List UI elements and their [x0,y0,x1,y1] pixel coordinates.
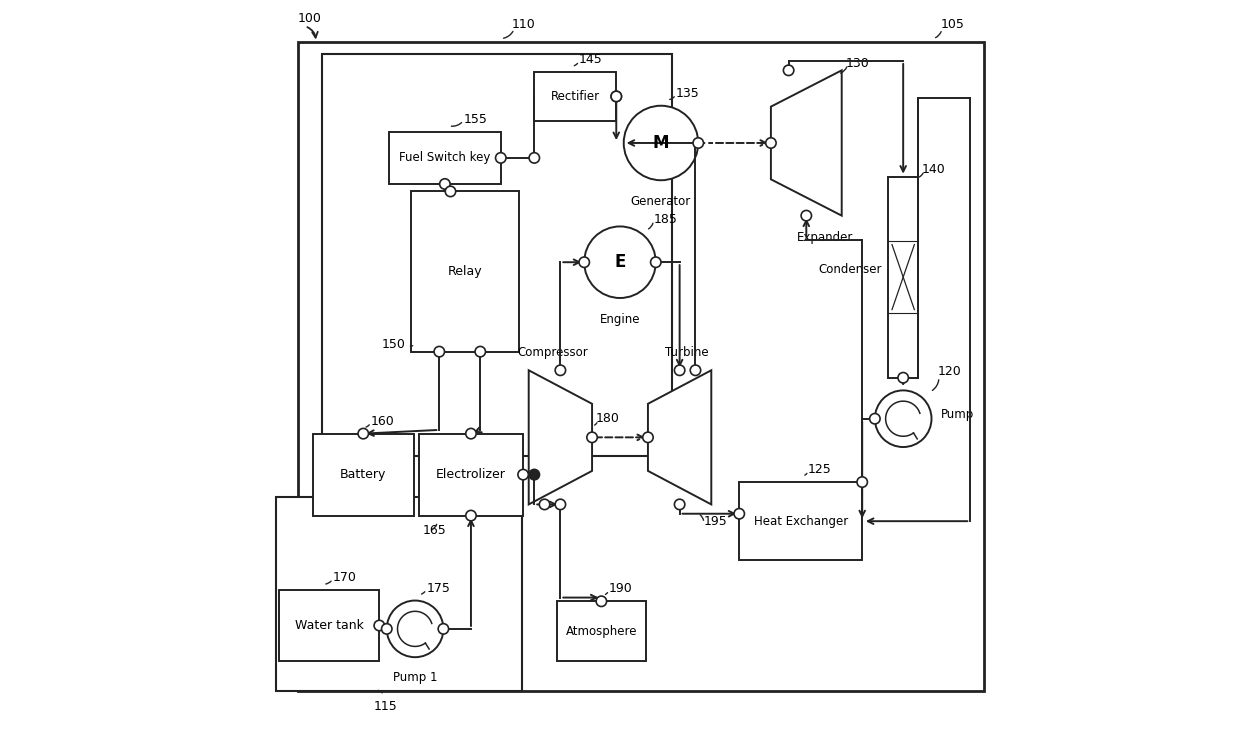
Circle shape [801,210,811,221]
Circle shape [611,91,621,102]
Bar [312,434,414,515]
Circle shape [611,91,621,102]
Polygon shape [771,70,842,215]
Text: 170: 170 [332,571,357,584]
Text: Relay: Relay [448,265,482,278]
Circle shape [579,257,589,268]
Circle shape [784,65,794,76]
Text: 110: 110 [512,18,536,31]
Text: 175: 175 [427,582,450,595]
Text: 115: 115 [373,700,397,714]
Circle shape [387,601,444,657]
Text: 155: 155 [464,113,487,126]
Text: Rectifier: Rectifier [551,90,600,103]
Circle shape [466,429,476,439]
Circle shape [624,105,698,180]
Circle shape [691,365,701,375]
Circle shape [556,365,565,375]
Text: 105: 105 [940,18,965,31]
Circle shape [857,476,868,487]
Bar [412,191,520,352]
Circle shape [434,346,444,357]
Circle shape [518,470,528,479]
Circle shape [765,138,776,148]
Text: Pump: Pump [940,408,973,421]
Polygon shape [528,370,591,504]
Circle shape [466,510,476,521]
Text: 100: 100 [298,12,321,25]
Text: Atmosphere: Atmosphere [565,625,637,637]
Text: 195: 195 [704,515,728,528]
Circle shape [675,365,684,375]
Text: 190: 190 [609,583,632,595]
Text: Electrolizer: Electrolizer [436,468,506,481]
Text: 145: 145 [579,53,603,67]
Text: 135: 135 [676,87,699,99]
Circle shape [539,499,549,509]
Text: 130: 130 [846,57,869,70]
Text: 140: 140 [921,163,946,176]
Text: 180: 180 [595,412,620,426]
Text: 125: 125 [808,463,832,476]
Circle shape [869,414,880,424]
Circle shape [496,153,506,163]
Circle shape [440,179,450,189]
Text: Heat Exchanger: Heat Exchanger [754,515,848,527]
Circle shape [358,429,368,439]
Bar [739,482,862,560]
Text: 160: 160 [371,414,394,428]
Bar [322,54,672,456]
Text: Water tank: Water tank [295,619,363,632]
Circle shape [374,620,384,631]
Circle shape [693,138,703,148]
Circle shape [587,432,598,443]
Circle shape [445,186,455,197]
Bar [888,177,918,378]
Circle shape [642,432,653,443]
Text: 120: 120 [937,366,961,378]
Bar [419,434,523,515]
Text: 150: 150 [382,338,405,351]
Circle shape [475,346,486,357]
Circle shape [529,153,539,163]
Text: E: E [614,254,626,272]
Text: Expander: Expander [797,230,853,244]
Bar [298,43,983,690]
Text: Engine: Engine [600,313,640,326]
Text: Generator: Generator [631,195,691,208]
Text: Condenser: Condenser [818,263,883,276]
Circle shape [438,624,449,634]
Circle shape [556,499,565,509]
Text: Pump 1: Pump 1 [393,671,438,684]
Text: M: M [652,134,670,152]
Text: 185: 185 [653,212,677,226]
Bar [534,73,616,120]
Text: 165: 165 [423,524,446,537]
Circle shape [584,227,656,298]
Polygon shape [649,370,712,504]
Circle shape [596,596,606,607]
Text: Compressor: Compressor [517,346,588,359]
Circle shape [898,373,909,383]
Circle shape [675,499,684,509]
Circle shape [651,257,661,268]
Circle shape [734,509,744,519]
Circle shape [382,624,392,634]
Circle shape [529,470,539,479]
Bar [279,590,379,661]
Text: Turbine: Turbine [665,346,709,359]
Text: Battery: Battery [340,468,387,481]
Bar [389,132,501,184]
Circle shape [875,390,931,447]
Bar [275,497,522,690]
Bar [557,601,646,661]
Text: Fuel Switch key: Fuel Switch key [399,151,491,165]
